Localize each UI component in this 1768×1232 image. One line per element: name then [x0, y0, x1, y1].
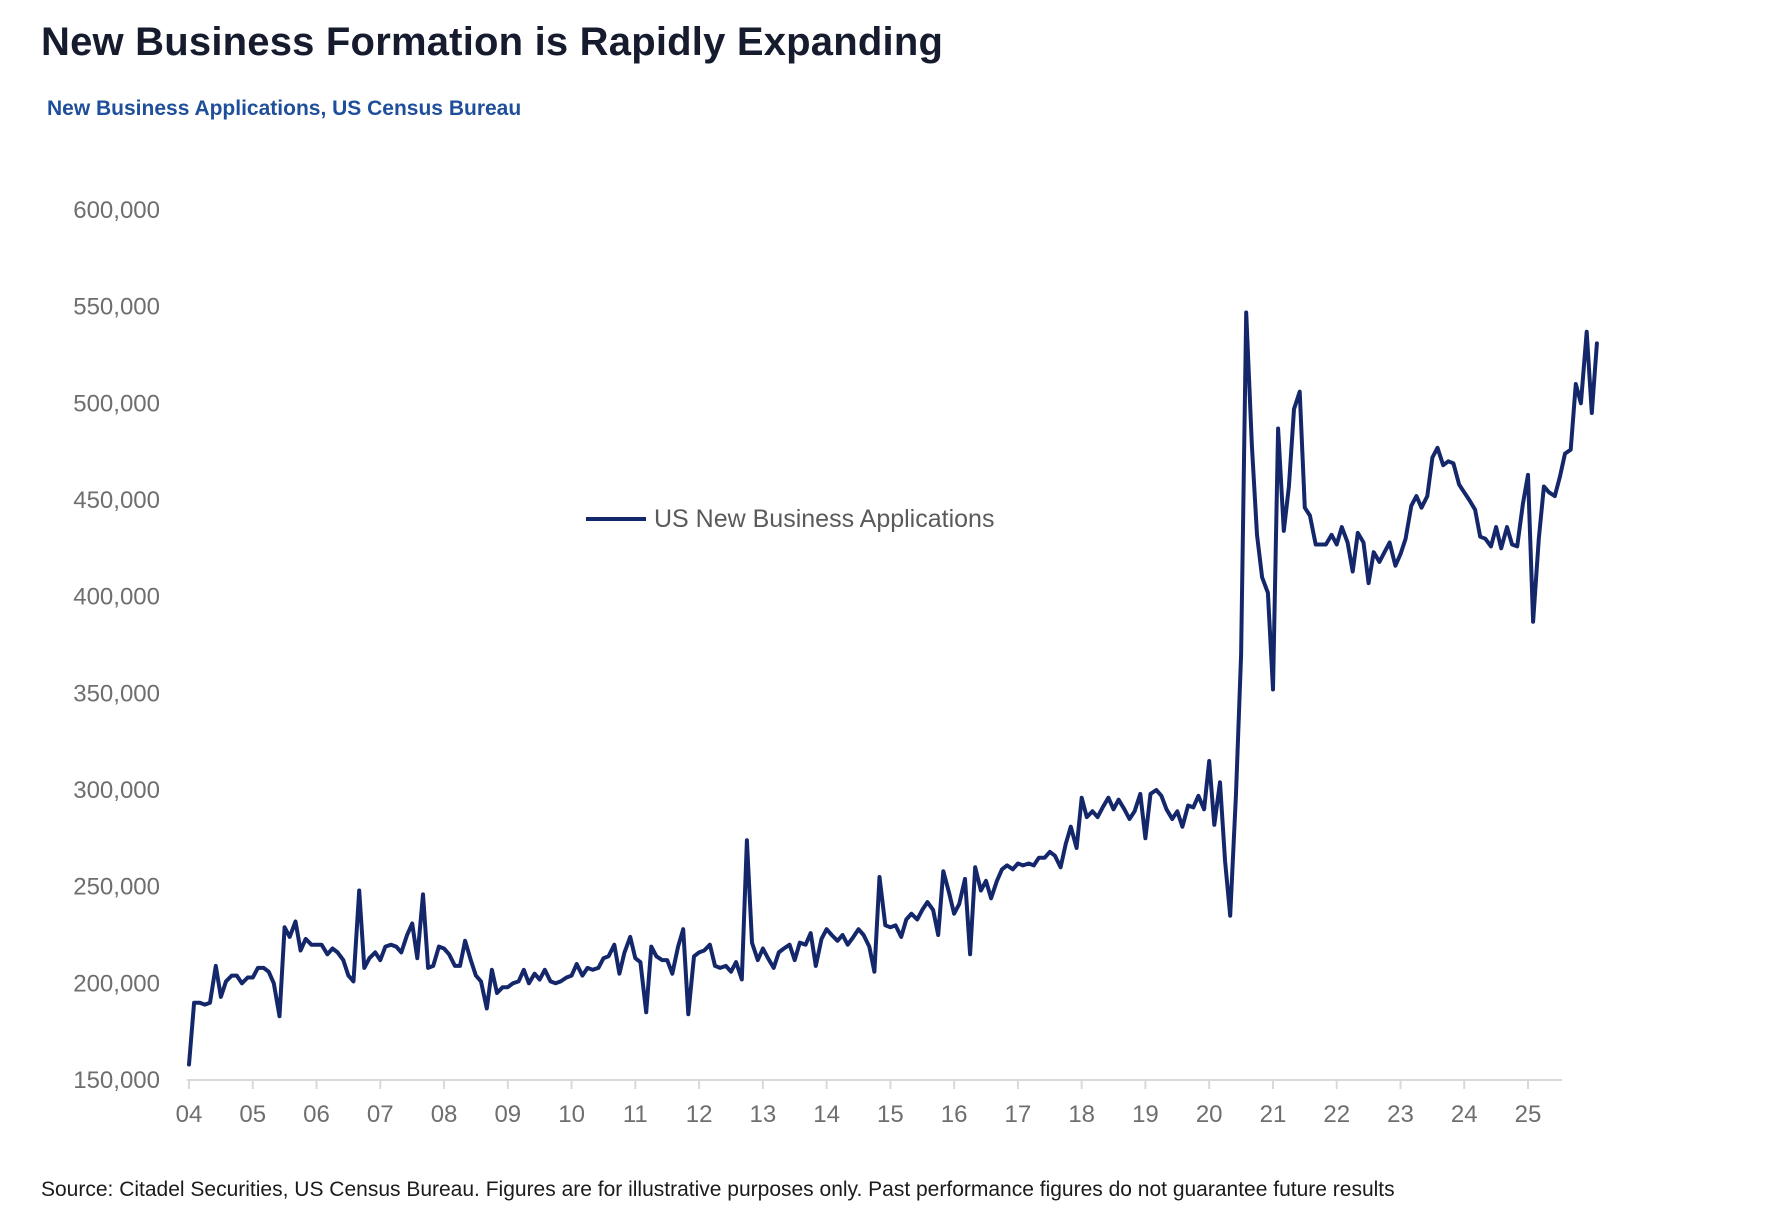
y-tick-label: 600,000 — [73, 197, 160, 224]
x-tick-label: 20 — [1196, 1101, 1223, 1128]
x-tick-label: 21 — [1260, 1101, 1287, 1128]
x-tick-label: 05 — [239, 1101, 266, 1128]
y-tick-label: 500,000 — [73, 390, 160, 417]
x-tick-label: 15 — [877, 1101, 904, 1128]
series-line — [187, 310, 1599, 1067]
x-tick-label: 24 — [1451, 1101, 1478, 1128]
y-tick-label: 250,000 — [73, 874, 160, 901]
x-tick-label: 18 — [1068, 1101, 1095, 1128]
x-tick-label: 17 — [1005, 1101, 1032, 1128]
x-tick-label: 19 — [1132, 1101, 1159, 1128]
x-tick-label: 12 — [686, 1101, 713, 1128]
y-tick-label: 450,000 — [73, 487, 160, 514]
line-chart: 150,000 200,000 250,000 300,000 350,000 400,0… — [73, 197, 1599, 1128]
source-note: Source: Citadel Securities, US Census Bu… — [41, 1178, 1395, 1201]
x-tick-label: 10 — [558, 1101, 585, 1128]
x-tick-label: 11 — [623, 1101, 648, 1128]
x-tick-label: 16 — [941, 1101, 968, 1128]
x-tick-label: 04 — [176, 1101, 203, 1128]
x-tick-label: 08 — [431, 1101, 458, 1128]
x-tick-label: 14 — [813, 1101, 840, 1128]
y-tick-label: 150,000 — [73, 1067, 160, 1094]
x-tick-label: 09 — [494, 1101, 521, 1128]
legend: US New Business Applications — [586, 505, 994, 533]
x-tick-label: 22 — [1323, 1101, 1350, 1128]
y-tick-label: 400,000 — [73, 584, 160, 611]
x-tick-label: 06 — [303, 1101, 330, 1128]
chart-subtitle: New Business Applications, US Census Bur… — [47, 97, 522, 120]
y-tick-label: 350,000 — [73, 680, 160, 707]
x-tick-label: 25 — [1515, 1101, 1542, 1128]
x-tick-label: 23 — [1387, 1101, 1414, 1128]
x-tick-label: 13 — [750, 1101, 777, 1128]
y-tick-label: 550,000 — [73, 294, 160, 321]
legend-label: US New Business Applications — [654, 505, 994, 533]
y-tick-label: 200,000 — [73, 970, 160, 997]
x-tick-label: 07 — [367, 1101, 394, 1128]
y-tick-label: 300,000 — [73, 777, 160, 804]
chart-title: New Business Formation is Rapidly Expand… — [41, 20, 944, 64]
